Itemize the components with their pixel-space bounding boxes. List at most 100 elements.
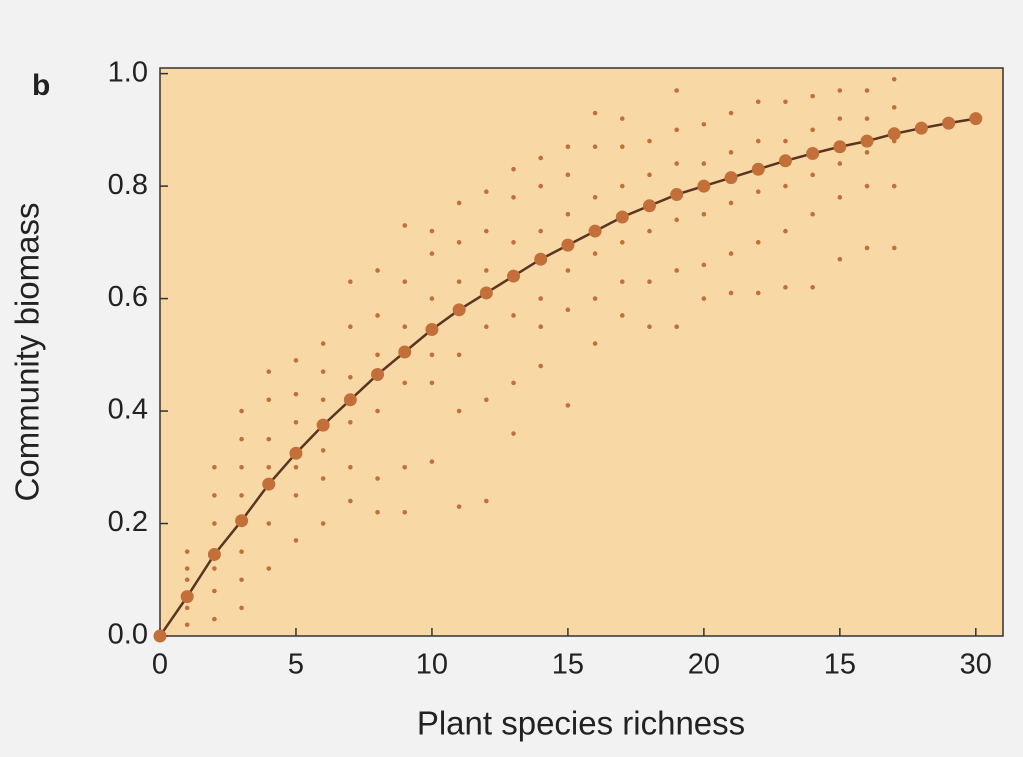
x-tick-label: 20 <box>688 649 720 681</box>
point <box>783 99 788 105</box>
point <box>701 121 707 127</box>
mean-point <box>670 188 684 202</box>
point <box>375 352 380 358</box>
point <box>320 369 326 374</box>
mean-point <box>153 629 167 643</box>
point <box>212 521 217 526</box>
point <box>565 403 571 408</box>
x-tick-label: 15 <box>824 649 856 681</box>
point <box>484 498 489 504</box>
point <box>375 313 380 318</box>
point <box>429 296 435 301</box>
x-tick-label: 0 <box>152 649 168 681</box>
point <box>320 341 326 346</box>
point <box>320 476 326 481</box>
point <box>565 172 571 178</box>
point <box>429 459 435 464</box>
point <box>402 380 408 386</box>
point <box>456 408 462 414</box>
point <box>456 352 462 358</box>
mean-point <box>914 121 928 135</box>
point <box>184 549 190 554</box>
point <box>810 93 815 99</box>
point <box>348 324 353 329</box>
point <box>484 189 489 195</box>
mean-point <box>724 171 738 185</box>
point <box>375 509 380 515</box>
mean-point <box>778 154 792 168</box>
point <box>674 324 679 329</box>
point <box>429 251 435 256</box>
mean-point <box>316 418 330 432</box>
point <box>266 397 272 403</box>
panel-label: b <box>32 69 50 102</box>
mean-point <box>697 179 711 193</box>
point <box>837 195 843 200</box>
point <box>619 183 625 189</box>
point <box>592 251 598 256</box>
point <box>783 228 788 234</box>
point <box>837 161 843 166</box>
point <box>538 228 544 234</box>
point <box>348 279 353 285</box>
point <box>565 144 571 150</box>
mean-point <box>942 116 956 130</box>
point <box>728 251 734 256</box>
mean-point <box>534 252 548 266</box>
point <box>728 200 734 206</box>
mean-point <box>860 134 874 148</box>
point <box>674 217 679 223</box>
y-tick-label: 1.0 <box>108 56 148 88</box>
point <box>348 419 353 425</box>
x-tick-label: 5 <box>288 649 304 681</box>
mean-point <box>343 393 357 407</box>
point <box>429 352 435 358</box>
point <box>864 150 870 155</box>
point <box>456 279 462 285</box>
point <box>293 419 299 425</box>
mean-point <box>833 140 847 154</box>
point <box>647 279 652 285</box>
mean-point <box>642 199 656 213</box>
point <box>212 493 217 498</box>
point <box>484 268 489 273</box>
point <box>538 324 544 329</box>
point <box>674 88 679 93</box>
point <box>755 290 761 296</box>
point <box>565 211 571 217</box>
point <box>511 240 516 245</box>
point <box>701 296 707 301</box>
point <box>674 127 679 133</box>
point <box>402 279 408 285</box>
mean-point <box>262 477 276 491</box>
point <box>864 245 870 251</box>
y-tick-label: 0.6 <box>108 281 148 313</box>
point <box>266 521 272 526</box>
point <box>484 397 489 403</box>
point <box>239 408 244 414</box>
mean-point <box>398 345 412 359</box>
point <box>212 464 217 470</box>
mean-point <box>452 303 466 317</box>
point <box>701 262 707 268</box>
point <box>511 166 516 172</box>
point <box>783 285 788 290</box>
point <box>728 290 734 296</box>
point <box>755 138 761 144</box>
point <box>184 566 190 571</box>
mean-point <box>588 224 602 238</box>
y-tick-label: 0.8 <box>108 169 148 201</box>
x-axis-label: Plant species richness <box>417 705 745 742</box>
point <box>511 195 516 200</box>
point <box>837 116 843 121</box>
point <box>864 183 870 189</box>
point <box>212 566 217 571</box>
plot-area <box>159 67 1004 637</box>
y-axis-label: Community biomass <box>9 203 46 502</box>
y-tick-label: 0.4 <box>108 394 148 426</box>
point <box>375 408 380 414</box>
point <box>402 324 408 329</box>
y-tick-label: 0.2 <box>108 506 148 538</box>
x-tick-label: 10 <box>416 649 448 681</box>
point <box>755 99 761 105</box>
